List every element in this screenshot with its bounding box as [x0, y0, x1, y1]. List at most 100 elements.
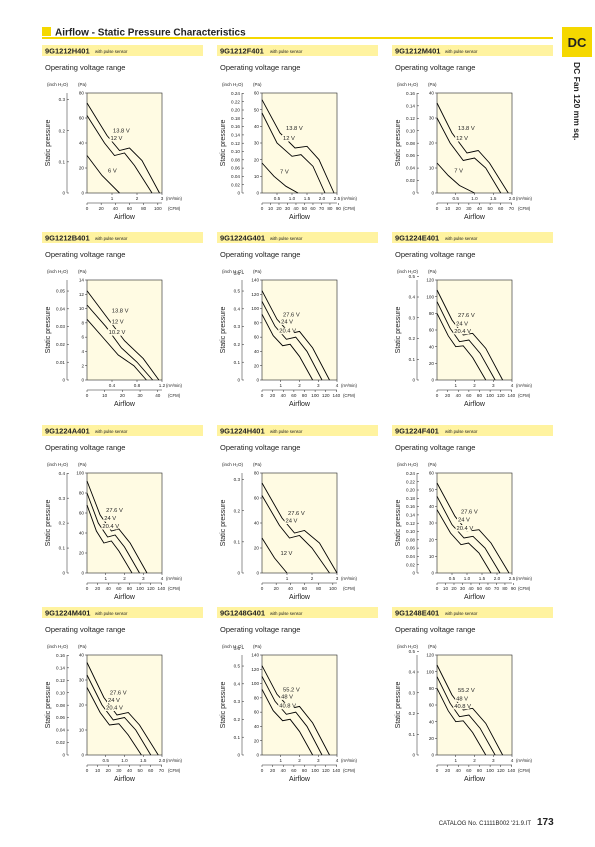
- y-unit: (Pa): [253, 269, 262, 274]
- y-unit: (Pa): [78, 82, 87, 87]
- y-axis-title: Static pressure: [220, 307, 227, 354]
- x2-tick-label: 100: [329, 586, 337, 591]
- pq-curve: [261, 495, 330, 574]
- x2-tick-label: 80: [302, 768, 308, 773]
- x-unit: (m³/min): [341, 758, 358, 763]
- voltage-label: 48 V: [281, 694, 293, 700]
- range-subtitle: Operating voltage range: [395, 625, 475, 634]
- pq-curve: [436, 117, 502, 194]
- y-tick-label: 50: [254, 107, 260, 112]
- range-subtitle: Operating voltage range: [220, 250, 300, 259]
- y-tick-label: 80: [254, 320, 260, 325]
- y-axis-title: Static pressure: [45, 682, 52, 729]
- y2-tick-label: 0.3: [234, 699, 241, 704]
- x-tick-label: 3: [492, 758, 495, 763]
- x-tick-label: 1.5: [140, 758, 147, 763]
- voltage-label: 12 V: [283, 136, 295, 142]
- x-axis-title: Airflow: [464, 594, 486, 601]
- y2-tick-label: 0: [62, 191, 65, 196]
- x2-unit: (CFM): [518, 393, 531, 398]
- voltage-label-bg: [107, 329, 124, 336]
- y2-tick-label: 0.5: [234, 289, 241, 294]
- y-unit: (Pa): [428, 462, 437, 467]
- y-tick-label: 80: [254, 471, 260, 476]
- x-tick-label: 4: [161, 576, 164, 581]
- y-tick-label: 40: [79, 531, 85, 536]
- y-tick-label: 0: [431, 378, 434, 383]
- x-tick-label: 3: [161, 196, 164, 201]
- y-tick-label: 30: [429, 116, 435, 121]
- x-tick-label: 1: [286, 576, 289, 581]
- voltage-label: 13.8 V: [112, 309, 129, 315]
- side-label: DC Fan 120 mm sq.: [572, 62, 582, 140]
- voltage-label: 20.4 V: [454, 329, 471, 335]
- y2-tick-label: 0.02: [406, 178, 415, 183]
- y-tick-label: 100: [426, 669, 434, 674]
- y2-tick-label: 0.20: [406, 488, 415, 493]
- pq-curve: [261, 301, 323, 381]
- voltage-label-bg: [110, 318, 127, 325]
- x-unit: (m³/min): [166, 383, 183, 388]
- range-subtitle: Operating voltage range: [395, 63, 475, 72]
- y-tick-label: 20: [79, 551, 85, 556]
- x2-tick-label: 60: [485, 586, 491, 591]
- y2-unit: (inch H₂O): [47, 82, 69, 87]
- y2-tick-label: 0.1: [234, 539, 241, 544]
- y2-tick-label: 0: [237, 753, 240, 758]
- y-tick-label: 80: [429, 686, 435, 691]
- y2-tick-label: 0.18: [406, 496, 415, 501]
- x-tick-label: 2.5: [509, 576, 516, 581]
- voltage-label-bg: [109, 135, 126, 142]
- x-tick-label: 3: [317, 758, 320, 763]
- voltage-label-bg: [455, 320, 472, 327]
- x-tick-label: 4: [511, 758, 514, 763]
- pq-curve: [86, 480, 148, 574]
- voltage-label: 13.8 V: [286, 126, 303, 132]
- plot-area: [261, 279, 338, 381]
- y2-tick-label: 0: [62, 753, 65, 758]
- model-band: [217, 232, 378, 243]
- x2-tick-label: 40: [468, 586, 474, 591]
- x-unit: (m³/min): [341, 576, 358, 581]
- x2-tick-label: 30: [116, 768, 122, 773]
- x-tick-label: 1: [454, 383, 457, 388]
- x2-tick-label: 70: [319, 206, 325, 211]
- model-title: 9G1224E401: [395, 234, 439, 243]
- voltage-label: 24 V: [281, 319, 293, 325]
- y2-tick-label: 0.16: [406, 504, 415, 509]
- voltage-label: 13.8 V: [458, 126, 475, 132]
- y2-unit: (inch H₂O): [222, 462, 244, 467]
- y-tick-label: 60: [79, 116, 85, 121]
- model-band: [217, 607, 378, 618]
- x-axis-title: Airflow: [289, 214, 311, 221]
- x2-tick-label: 0: [86, 393, 89, 398]
- x2-tick-label: 20: [274, 586, 280, 591]
- y2-tick-label: 0.24: [231, 91, 240, 96]
- voltage-label: 24 V: [108, 698, 120, 704]
- plot-area: [436, 654, 513, 756]
- voltage-label: 40.8 V: [454, 704, 471, 710]
- pq-curve: [261, 99, 335, 194]
- x-axis-title: Airflow: [464, 776, 486, 783]
- voltage-label-bg: [279, 550, 296, 557]
- y2-tick-label: 0.4: [234, 306, 241, 311]
- y2-tick-label: 0.03: [56, 324, 65, 329]
- y2-tick-label: 0.1: [59, 546, 66, 551]
- x2-unit: (CFM): [168, 586, 181, 591]
- y-tick-label: 10: [254, 174, 260, 179]
- voltage-label-bg: [287, 510, 303, 517]
- voltage-label-bg: [280, 693, 297, 700]
- y2-tick-label: 0.6: [234, 271, 241, 276]
- x-tick-label: 4: [336, 383, 339, 388]
- y2-tick-label: 0.1: [409, 732, 416, 737]
- x2-tick-label: 140: [508, 768, 516, 773]
- model-title: 9G1224F401: [395, 427, 439, 436]
- y-tick-label: 6: [81, 335, 84, 340]
- x2-tick-label: 20: [106, 768, 112, 773]
- voltage-label: 55.2 V: [283, 687, 300, 693]
- y2-tick-label: 0: [62, 378, 65, 383]
- x2-tick-label: 20: [95, 586, 101, 591]
- plot-area: [436, 279, 513, 381]
- voltage-label-bg: [108, 689, 125, 696]
- y2-tick-label: 0.10: [231, 149, 240, 154]
